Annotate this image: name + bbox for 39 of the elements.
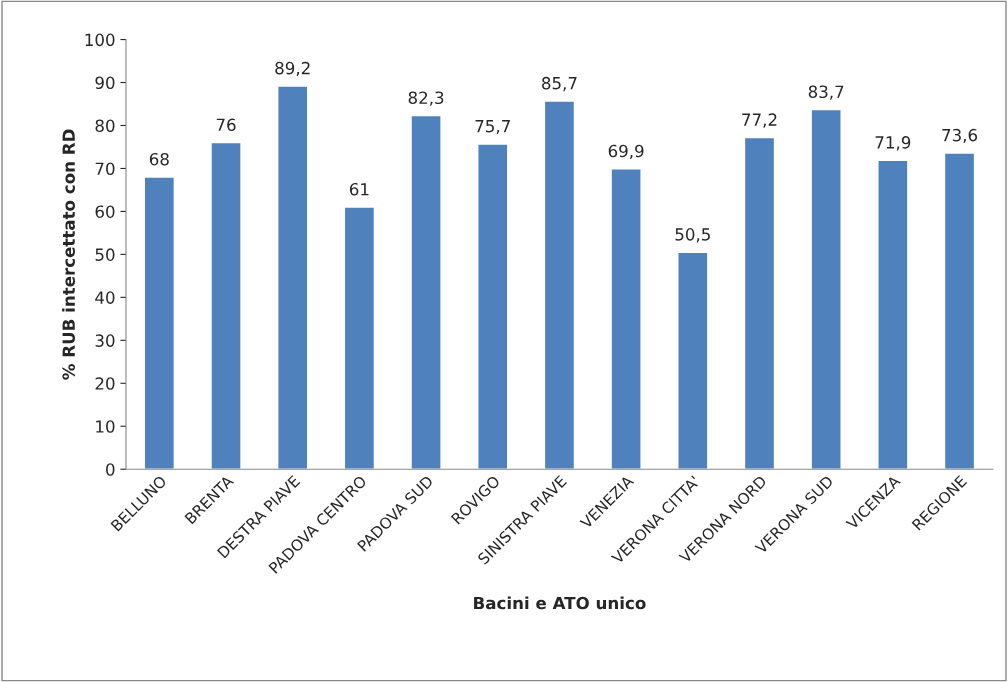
x-axis-title: Bacini e ATO unico: [474, 596, 646, 610]
y-tick-label: 40: [95, 291, 115, 304]
data-label: 68: [149, 152, 169, 166]
data-label: 61: [349, 182, 369, 196]
bar: [877, 159, 909, 470]
bar: [210, 141, 242, 470]
bar: [543, 100, 576, 470]
data-label: 89,2: [275, 61, 310, 77]
data-label: 73,6: [942, 128, 978, 144]
bar: [610, 168, 642, 470]
data-label: 82,3: [408, 91, 444, 106]
data-label: 75,7: [475, 120, 510, 135]
bar: [343, 206, 376, 470]
data-label: 50,5: [675, 228, 710, 243]
bar: [943, 152, 976, 470]
bar: [743, 136, 776, 470]
y-tick-label: 80: [95, 119, 115, 133]
y-tick-label: 10: [96, 420, 115, 433]
data-label: 85,7: [542, 76, 577, 92]
y-tick-label: 90: [95, 76, 115, 90]
y-axis-title: % RUB intercettato con RD: [62, 129, 75, 380]
bar: [810, 108, 842, 470]
data-label: 83,7: [808, 85, 844, 100]
y-tick-label: 20: [95, 377, 115, 390]
y-tick-label: 0: [106, 463, 115, 476]
y-tick-label: 60: [95, 205, 115, 218]
data-label: 76: [216, 118, 236, 132]
bar: [277, 85, 309, 470]
y-tick-label: 50: [95, 248, 115, 261]
data-label: 69,9: [608, 144, 644, 160]
data-label: 77,2: [742, 113, 777, 128]
bar: [410, 114, 442, 470]
y-tick-label: 70: [95, 162, 115, 176]
bar: [143, 176, 176, 470]
y-tick-label: 30: [95, 334, 115, 347]
bar: [677, 251, 709, 470]
data-label: 71,9: [875, 136, 911, 151]
bar: [477, 143, 509, 470]
y-tick-label: 100: [85, 33, 115, 47]
